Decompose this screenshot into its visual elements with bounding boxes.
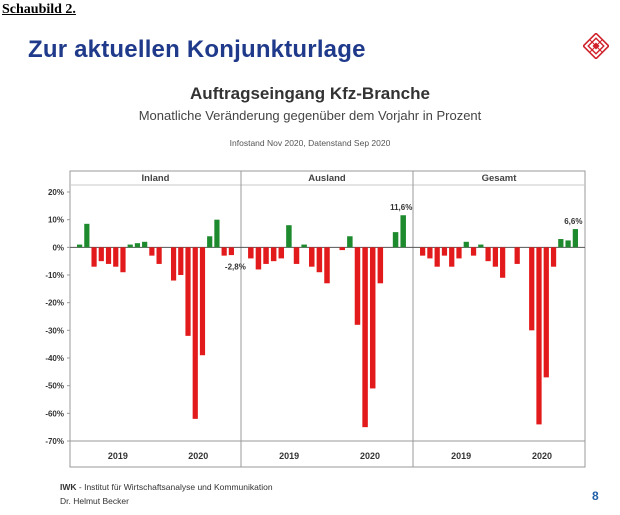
data-label: 11,6% [390,203,412,212]
bar-gesamt [449,247,455,267]
y-tick-label: -50% [45,382,64,391]
bar-ausland [270,247,277,262]
chart-title: Auftragseingang Kfz-Branche [190,84,430,103]
bar-gesamt [470,247,477,256]
bar-inland [120,247,126,273]
chart-info-note: Infostand Nov 2020, Datenstand Sep 2020 [229,138,391,148]
bar-gesamt [492,247,498,267]
bar-gesamt [441,247,448,256]
bar-inland [91,247,97,267]
bar-gesamt [434,247,440,267]
bar-gesamt [529,247,535,331]
footer-org-text: - Institut für Wirtschaftsanalyse und Ko… [76,482,273,492]
data-label: 6,6% [564,217,582,226]
bar-inland [134,243,141,248]
bar-inland [98,247,104,262]
y-tick-label: 0% [52,243,64,252]
bar-ausland [362,247,368,428]
bar-ausland [255,247,262,270]
y-tick-label: -20% [45,299,64,308]
bar-ausland [347,236,353,248]
bar-inland [207,236,213,248]
bar-gesamt [420,247,426,256]
bar-inland [84,223,90,248]
chart-subtitle: Monatliche Veränderung gegenüber dem Vor… [138,108,482,123]
footer-author: Dr. Helmut Becker [60,496,129,506]
bar-gesamt [558,239,564,248]
bar-inland [170,247,177,281]
plot-frame [69,170,586,468]
footer-org-abbr: IWK [60,482,77,492]
bar-ausland [354,247,361,325]
bar-inland [142,241,148,248]
panel-title-inland: Inland [142,173,170,184]
bar-inland [127,244,133,248]
bar-gesamt [485,247,491,262]
bar-ausland [392,232,399,248]
bar-ausland [301,244,307,248]
bar-ausland [309,247,315,267]
bar-gesamt [550,247,557,267]
iwk-logo-icon [583,33,609,59]
panel-title-ausland: Ausland [308,173,346,184]
bar-ausland [377,247,384,284]
bar-gesamt [565,240,571,248]
bar-inland [156,247,162,264]
x-year-label: 2020 [532,451,552,461]
bar-inland [178,247,184,275]
y-tick-label: -40% [45,354,64,363]
bar-gesamt [514,247,520,264]
bar-inland [221,247,227,256]
bar-gesamt [500,247,506,278]
bar-ausland [286,225,292,248]
x-year-label: 2019 [279,451,299,461]
bar-inland [77,244,83,248]
bar-inland [214,219,220,248]
bar-ausland [400,215,406,248]
y-tick-label: -60% [45,409,64,418]
bar-inland [185,247,191,336]
x-year-label: 2020 [360,451,380,461]
x-year-label: 2020 [188,451,208,461]
y-tick-label: 20% [48,188,64,197]
bar-gesamt [463,241,469,248]
bar-inland [228,247,234,256]
y-tick-label: -70% [45,437,64,446]
bar-gesamt [572,229,578,248]
y-tick-label: -10% [45,271,64,280]
data-label: -2,8% [225,262,246,271]
bar-ausland [369,247,376,389]
slide-title: Zur aktuellen Konjunkturlage [28,36,366,63]
y-tick-label: 10% [48,216,64,225]
bar-inland [149,247,155,256]
bar-gesamt [427,247,433,259]
x-year-label: 2019 [451,451,471,461]
bar-inland [113,247,119,267]
bar-gesamt [456,247,462,259]
bar-gesamt [543,247,549,378]
bar-gesamt [536,247,542,425]
bar-ausland [278,247,285,259]
bar-inland [192,247,198,419]
panel-title-gesamt: Gesamt [482,173,518,184]
y-tick-label: -30% [45,326,64,335]
bar-inland [105,247,112,264]
x-year-label: 2019 [108,451,128,461]
bar-ausland [339,247,345,251]
bar-gesamt [478,244,484,248]
figure-caption: Schaubild 2. [2,2,76,17]
bar-ausland [293,247,300,264]
bar-ausland [316,247,323,273]
bar-ausland [248,247,254,259]
footer-organization: IWK - Institut für Wirtschaftsanalyse un… [60,482,273,492]
page-number: 8 [592,489,599,503]
bar-ausland [324,247,330,284]
bar-inland [199,247,206,356]
bar-ausland [263,247,269,264]
